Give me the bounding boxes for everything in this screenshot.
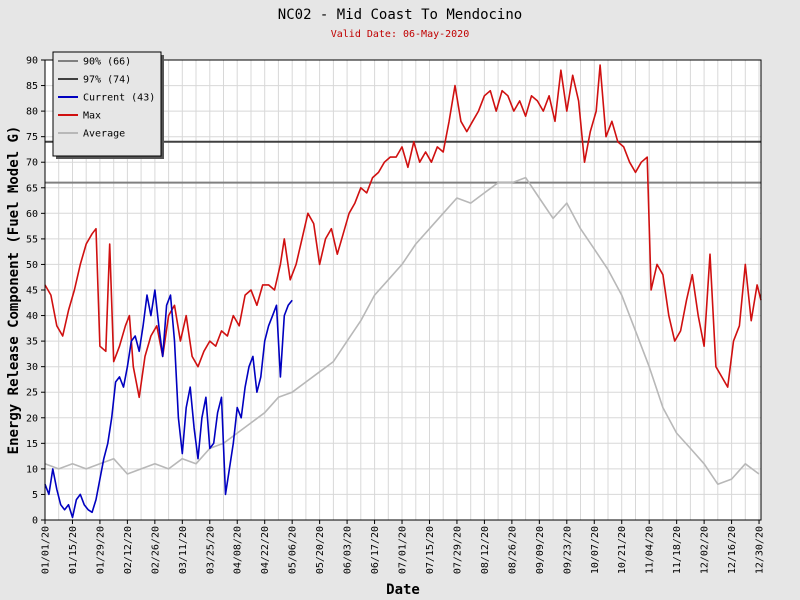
x-tick-label: 09/09/20 xyxy=(535,526,546,574)
x-tick-label: 05/20/20 xyxy=(315,526,326,574)
legend-item: 90% (66) xyxy=(83,57,131,68)
series-line-average xyxy=(44,176,760,486)
y-tick-label: 45 xyxy=(26,286,38,297)
x-tick-label: 11/04/20 xyxy=(645,526,656,574)
y-tick-label: 85 xyxy=(26,81,38,92)
x-tick-label: 11/18/20 xyxy=(672,526,683,574)
x-tick-label: 04/22/20 xyxy=(260,526,271,574)
y-tick-label: 75 xyxy=(26,132,38,143)
x-tick-label: 08/12/20 xyxy=(480,526,491,574)
y-tick-label: 0 xyxy=(32,516,38,527)
y-tick-label: 5 xyxy=(32,490,38,501)
x-tick-label: 04/08/20 xyxy=(233,526,244,574)
y-tick-label: 60 xyxy=(26,209,38,220)
x-tick-label: 03/25/20 xyxy=(205,526,216,574)
x-tick-label: 10/21/20 xyxy=(617,526,628,574)
y-tick-label: 15 xyxy=(26,439,38,450)
x-tick-label: 01/15/20 xyxy=(68,526,79,574)
x-tick-label: 02/26/20 xyxy=(150,526,161,574)
legend-item: Current (43) xyxy=(83,93,155,104)
x-tick-label: 06/03/20 xyxy=(343,526,354,574)
series-line-current-43 xyxy=(44,289,293,519)
y-tick-label: 50 xyxy=(26,260,38,271)
y-tick-label: 65 xyxy=(26,183,38,194)
y-axis: 0 5 10 15 20 25 30 35 40 45 50 55 60 65 70 75 80 85 90 xyxy=(26,56,45,527)
x-tick-label: 07/29/20 xyxy=(452,526,463,574)
legend-item: Average xyxy=(83,129,125,140)
legend-item: Max xyxy=(83,111,101,122)
x-axis: 01/01/20 01/15/20 01/29/20 02/12/20 02/26/20… xyxy=(41,520,766,574)
y-axis-label: Energy Release Component (Fuel Model G) xyxy=(6,126,22,455)
y-tick-label: 80 xyxy=(26,107,38,118)
y-tick-label: 20 xyxy=(26,413,38,424)
x-tick-label: 12/30/20 xyxy=(755,526,766,574)
legend-box xyxy=(52,51,162,157)
x-tick-label: 08/26/20 xyxy=(507,526,518,574)
x-tick-label: 10/07/20 xyxy=(590,526,601,574)
x-tick-label: 06/17/20 xyxy=(370,526,381,574)
y-tick-label: 30 xyxy=(26,362,38,373)
y-tick-label: 25 xyxy=(26,388,38,399)
x-tick-label: 03/11/20 xyxy=(178,526,189,574)
x-tick-label: 07/15/20 xyxy=(425,526,436,574)
y-tick-label: 10 xyxy=(26,464,38,475)
reference-lines xyxy=(45,140,761,184)
legend: 90% (66) 97% (74) Current (43) Max Average xyxy=(52,51,164,159)
x-tick-label: 01/01/20 xyxy=(41,526,52,574)
x-tick-label: 12/16/20 xyxy=(727,526,738,574)
chart-subtitle: Valid Date: 06-May-2020 xyxy=(331,29,469,40)
x-tick-label: 12/02/20 xyxy=(700,526,711,574)
y-tick-label: 70 xyxy=(26,158,38,169)
y-tick-label: 35 xyxy=(26,337,38,348)
x-axis-label: Date xyxy=(386,582,420,598)
y-tick-label: 90 xyxy=(26,56,38,67)
series-lines xyxy=(44,64,762,519)
x-tick-label: 07/01/20 xyxy=(398,526,409,574)
chart-title: NC02 - Mid Coast To Mendocino xyxy=(278,7,522,23)
x-tick-label: 09/23/20 xyxy=(562,526,573,574)
y-tick-label: 40 xyxy=(26,311,38,322)
series-line-max xyxy=(44,64,762,399)
x-tick-label: 05/06/20 xyxy=(288,526,299,574)
y-tick-label: 55 xyxy=(26,234,38,245)
legend-item: 97% (74) xyxy=(83,75,131,86)
x-tick-label: 02/12/20 xyxy=(123,526,134,574)
x-tick-label: 01/29/20 xyxy=(95,526,106,574)
